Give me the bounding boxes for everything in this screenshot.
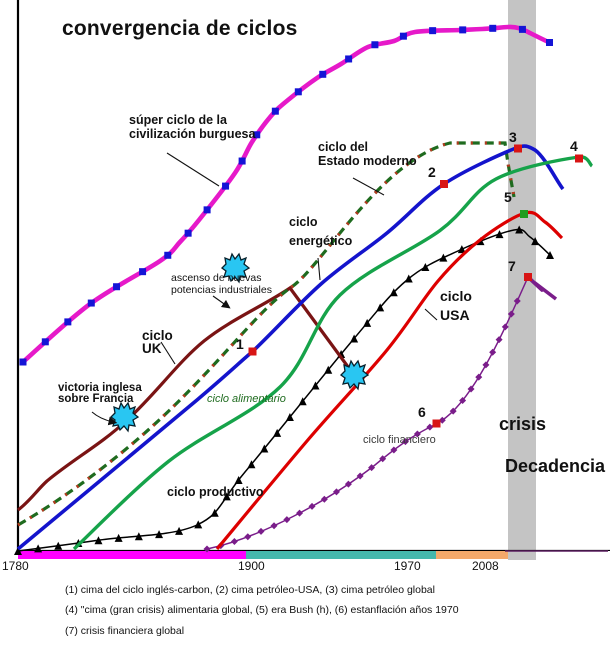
svg-text:ciclo financiero: ciclo financiero: [363, 434, 436, 446]
svg-text:5: 5: [504, 189, 512, 205]
svg-text:ciclo productivo: ciclo productivo: [167, 485, 264, 499]
svg-text:1780: 1780: [2, 559, 29, 573]
svg-text:ciclo del: ciclo del: [318, 140, 368, 154]
svg-text:ciclo: ciclo: [289, 215, 318, 229]
svg-text:Decadencia: Decadencia: [505, 456, 606, 476]
svg-text:potencias industriales: potencias industriales: [171, 284, 272, 296]
svg-text:3: 3: [509, 129, 517, 145]
svg-text:4: 4: [570, 138, 578, 154]
svg-text:energético: energético: [289, 234, 353, 248]
svg-text:ciclo alimentario: ciclo alimentario: [207, 393, 286, 405]
svg-text:Estado moderno: Estado moderno: [318, 154, 417, 168]
svg-text:1970: 1970: [394, 559, 421, 573]
svg-text:USA: USA: [440, 307, 470, 323]
svg-text:UK: UK: [142, 341, 162, 356]
svg-text:2008: 2008: [472, 559, 499, 573]
svg-text:súper ciclo de la: súper ciclo de la: [129, 113, 228, 127]
svg-text:convergencia de ciclos: convergencia de ciclos: [62, 17, 298, 40]
svg-text:(4) "cima (gran crisis) alimen: (4) "cima (gran crisis) alimentaria glob…: [65, 604, 459, 616]
svg-text:(1) cima del ciclo inglés-carb: (1) cima del ciclo inglés-carbon, (2) ci…: [65, 584, 435, 596]
svg-text:1900: 1900: [238, 559, 265, 573]
svg-text:7: 7: [508, 258, 516, 274]
svg-text:crisis: crisis: [499, 414, 546, 434]
svg-text:1: 1: [236, 336, 244, 352]
svg-text:2: 2: [428, 164, 436, 180]
svg-text:ascenso de nuevas: ascenso de nuevas: [171, 272, 261, 284]
svg-text:civilización burguesa: civilización burguesa: [129, 127, 256, 141]
svg-text:6: 6: [418, 404, 426, 420]
svg-text:ciclo: ciclo: [440, 288, 472, 304]
svg-text:sobre Francia: sobre Francia: [58, 393, 134, 405]
svg-text:(7) crisis financiera global: (7) crisis financiera global: [65, 625, 184, 637]
